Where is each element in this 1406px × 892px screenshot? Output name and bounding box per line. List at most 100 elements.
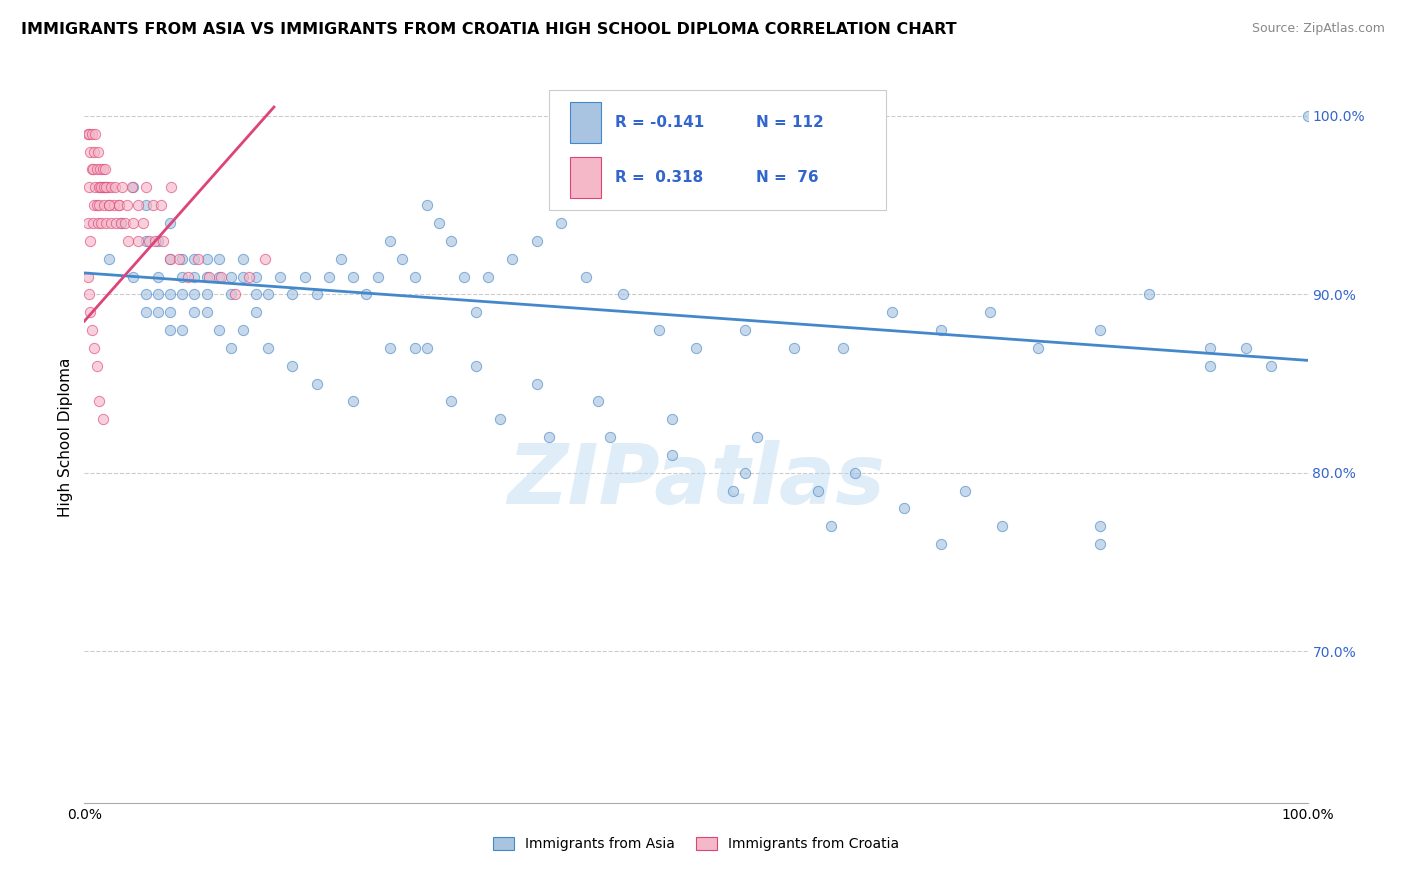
Point	[159, 305, 181, 319]
Point	[177, 269, 200, 284]
Point	[89, 180, 111, 194]
Point	[416, 198, 439, 212]
Point	[685, 341, 707, 355]
Point	[172, 252, 194, 266]
Point	[82, 216, 104, 230]
Point	[232, 269, 254, 284]
Point	[94, 162, 117, 177]
Point	[127, 198, 149, 212]
Point	[391, 252, 413, 266]
Point	[477, 269, 499, 284]
Point	[100, 180, 122, 194]
Point	[661, 448, 683, 462]
Point	[91, 180, 114, 194]
Point	[380, 341, 402, 355]
Point	[91, 162, 114, 177]
Point	[172, 323, 194, 337]
Point	[929, 323, 952, 337]
Point	[96, 180, 118, 194]
Point	[172, 287, 194, 301]
Point	[440, 234, 463, 248]
Point	[86, 198, 108, 212]
Point	[87, 180, 110, 194]
Point	[929, 537, 952, 551]
Point	[1198, 341, 1220, 355]
Point	[209, 269, 232, 284]
Point	[281, 287, 304, 301]
Point	[198, 269, 221, 284]
Point	[167, 252, 190, 266]
Point	[1028, 341, 1050, 355]
Point	[183, 252, 205, 266]
Text: IMMIGRANTS FROM ASIA VS IMMIGRANTS FROM CROATIA HIGH SCHOOL DIPLOMA CORRELATION : IMMIGRANTS FROM ASIA VS IMMIGRANTS FROM …	[21, 22, 956, 37]
Text: R =  0.318: R = 0.318	[616, 169, 703, 185]
Y-axis label: High School Diploma: High School Diploma	[58, 358, 73, 516]
Point	[100, 216, 122, 230]
Point	[121, 180, 143, 194]
Point	[208, 269, 231, 284]
Point	[208, 252, 231, 266]
Point	[1088, 323, 1111, 337]
Point	[135, 305, 157, 319]
Point	[97, 198, 120, 212]
Point	[159, 323, 181, 337]
Point	[526, 234, 548, 248]
Point	[318, 269, 340, 284]
Text: R = -0.141: R = -0.141	[616, 115, 704, 130]
Point	[612, 287, 634, 301]
Point	[586, 394, 609, 409]
Point	[254, 252, 277, 266]
Point	[257, 287, 280, 301]
Point	[257, 341, 280, 355]
Point	[152, 234, 174, 248]
Point	[232, 252, 254, 266]
Point	[135, 287, 157, 301]
Point	[404, 269, 426, 284]
Point	[342, 269, 364, 284]
Point	[427, 216, 450, 230]
Point	[84, 127, 107, 141]
Point	[83, 198, 105, 212]
Point	[1296, 109, 1319, 123]
Point	[79, 305, 101, 319]
Point	[122, 180, 145, 194]
Point	[232, 323, 254, 337]
Point	[94, 180, 117, 194]
Point	[187, 252, 209, 266]
Point	[538, 430, 561, 444]
Point	[734, 466, 756, 480]
Point	[117, 234, 139, 248]
Point	[77, 269, 100, 284]
Point	[245, 305, 267, 319]
Point	[110, 216, 132, 230]
Point	[115, 198, 138, 212]
Point	[135, 180, 157, 194]
Point	[87, 145, 110, 159]
Point	[86, 162, 108, 177]
Point	[599, 430, 621, 444]
Point	[354, 287, 377, 301]
Point	[783, 341, 806, 355]
Legend: Immigrants from Asia, Immigrants from Croatia: Immigrants from Asia, Immigrants from Cr…	[486, 830, 905, 858]
Point	[404, 341, 426, 355]
Point	[111, 180, 134, 194]
Point	[97, 252, 120, 266]
Point	[721, 483, 744, 498]
Point	[77, 127, 100, 141]
Point	[90, 216, 112, 230]
Point	[103, 198, 125, 212]
Point	[953, 483, 976, 498]
Point	[747, 430, 769, 444]
Point	[77, 180, 100, 194]
Point	[114, 216, 136, 230]
Point	[820, 519, 842, 533]
Point	[416, 341, 439, 355]
Point	[979, 305, 1001, 319]
Point	[80, 127, 103, 141]
Point	[86, 359, 108, 373]
Point	[219, 341, 242, 355]
Point	[1088, 519, 1111, 533]
Point	[89, 162, 111, 177]
Point	[87, 394, 110, 409]
Point	[526, 376, 548, 391]
